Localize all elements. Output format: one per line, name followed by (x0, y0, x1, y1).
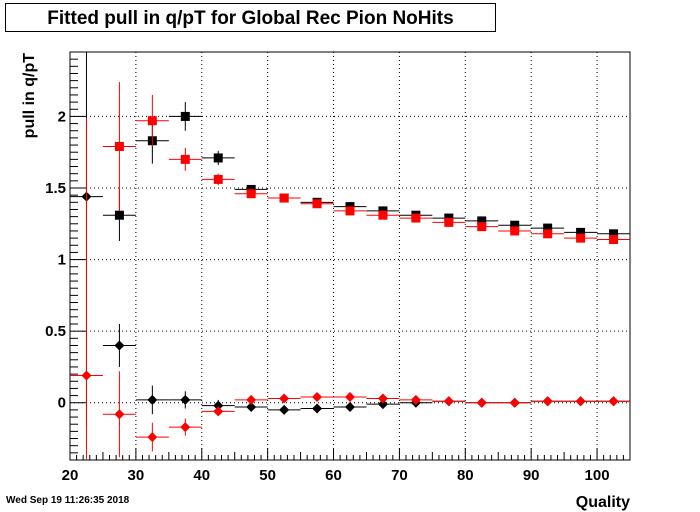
data-point-diamond (114, 340, 125, 351)
data-point-square (378, 210, 388, 220)
data-point-square (510, 220, 520, 230)
data-point-diamond (147, 432, 158, 443)
data-point-diamond (312, 403, 323, 414)
data-point-square (114, 141, 124, 151)
x-tick-label: 30 (128, 467, 145, 484)
x-tick-label: 20 (62, 467, 79, 484)
data-point-diamond (345, 402, 355, 413)
data-point-square (213, 153, 223, 163)
x-axis-label: Quality (576, 494, 630, 511)
data-point-square (345, 206, 355, 216)
data-point-diamond (542, 396, 553, 407)
y-tick-label: 1.5 (45, 180, 66, 197)
data-point-square (510, 226, 520, 236)
data-point-square (180, 154, 190, 164)
data-series (70, 52, 630, 460)
y-tick-label: 1 (58, 252, 66, 269)
timestamp: Wed Sep 19 11:26:35 2018 (6, 495, 130, 506)
y-tick-label: 2 (58, 108, 66, 125)
data-point-square (444, 217, 454, 227)
chart-title: Fitted pull in q/pT for Global Rec Pion … (47, 8, 454, 29)
y-axis-label: pull in q/pT (21, 53, 38, 139)
data-point-diamond (213, 406, 224, 417)
y-tick-label: 0.5 (45, 323, 66, 340)
data-point-square (576, 227, 586, 237)
data-point-square (279, 193, 289, 203)
data-point-diamond (443, 396, 454, 407)
data-point-diamond (575, 396, 586, 407)
data-point-diamond (180, 422, 191, 433)
data-point-square (576, 233, 586, 243)
data-point-diamond (377, 399, 388, 410)
series-1 (102, 82, 630, 245)
data-point-diamond (246, 402, 257, 413)
x-tick-label: 90 (523, 467, 540, 484)
data-point-square (114, 210, 124, 220)
data-point-diamond (246, 394, 257, 405)
series-2 (70, 52, 630, 426)
x-tick-label: 50 (259, 467, 276, 484)
data-point-diamond (180, 394, 191, 405)
data-point-square (180, 111, 190, 121)
data-point-diamond (410, 394, 421, 405)
data-point-square (147, 116, 157, 126)
data-point-diamond (345, 392, 355, 403)
x-tick-label: 80 (457, 467, 474, 484)
data-point-square (246, 189, 256, 199)
data-point-diamond (114, 409, 125, 420)
y-tick-label: 0 (58, 395, 66, 412)
series-3 (70, 117, 630, 460)
data-point-square (609, 229, 619, 239)
x-tick-label: 70 (391, 467, 408, 484)
data-point-diamond (81, 370, 92, 381)
data-point-diamond (509, 397, 520, 408)
axes: 20 30 40 50 60 70 80 90 100 0 0.5 1 1.5 2 (45, 51, 631, 484)
data-point-diamond (279, 393, 290, 404)
series-0 (102, 102, 630, 241)
x-tick-label: 100 (585, 467, 610, 484)
data-point-square (213, 174, 223, 184)
data-point-square (543, 229, 553, 239)
data-point-diamond (279, 404, 290, 415)
x-tick-label: 40 (193, 467, 210, 484)
data-point-diamond (147, 394, 158, 405)
data-point-diamond (312, 392, 323, 403)
plot-frame (69, 51, 631, 461)
data-point-square (543, 223, 553, 233)
data-point-diamond (608, 396, 619, 407)
data-point-square (477, 216, 487, 226)
data-point-square (609, 235, 619, 245)
x-tick-label: 60 (325, 467, 342, 484)
data-point-diamond (213, 400, 224, 411)
data-point-square (312, 199, 322, 209)
data-point-diamond (476, 397, 487, 408)
data-point-square (477, 222, 487, 232)
data-point-square (411, 213, 421, 223)
chart-title-box: Fitted pull in q/pT for Global Rec Pion … (5, 3, 496, 32)
data-point-diamond (377, 393, 388, 404)
